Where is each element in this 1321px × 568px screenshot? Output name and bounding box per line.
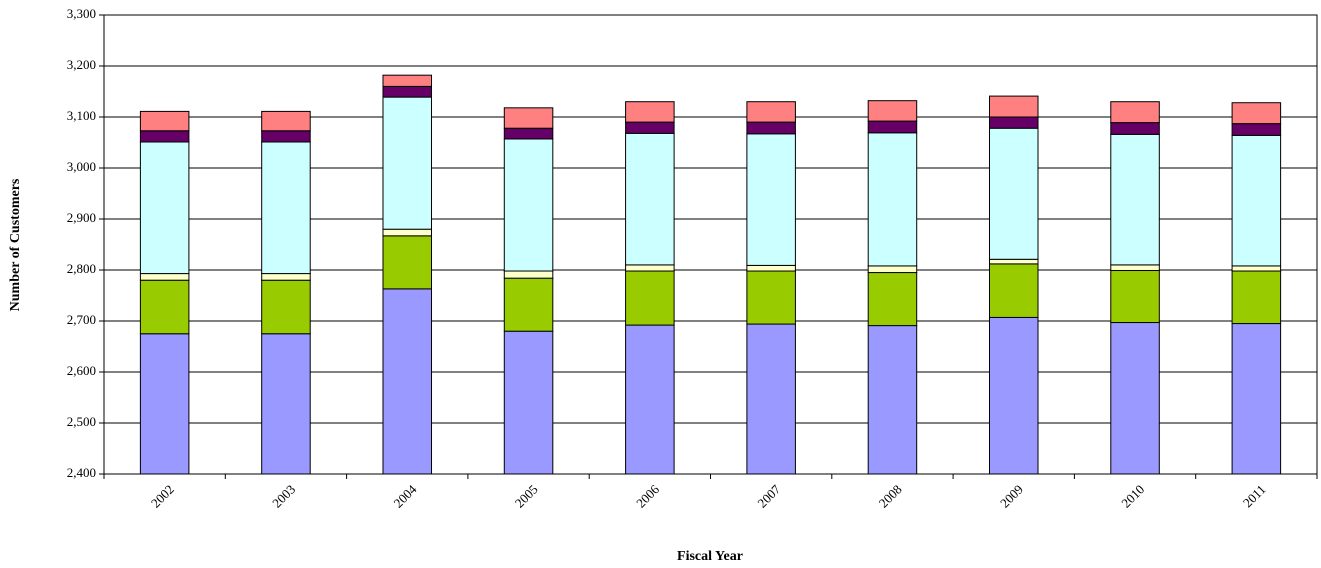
bar-segment	[625, 264, 675, 272]
bar-segment	[625, 270, 675, 326]
y-tick-label: 3,100	[67, 108, 96, 123]
bar-segment	[867, 120, 918, 134]
bar-segment	[382, 228, 433, 237]
bar-segment	[503, 127, 554, 140]
bar-segment	[988, 127, 1039, 260]
x-tick-label: 2006	[633, 481, 662, 510]
bar-segment	[867, 100, 918, 122]
bar-segment	[867, 325, 918, 475]
y-tick-label: 2,800	[67, 261, 96, 276]
y-tick-label: 2,400	[67, 465, 96, 480]
bar-segment	[746, 121, 796, 135]
bar-segment	[625, 132, 675, 266]
x-axis-title: Fiscal Year	[677, 549, 743, 564]
y-tick-label: 3,300	[67, 6, 96, 21]
bar-segment	[261, 273, 311, 281]
bar-segment	[261, 333, 311, 475]
bar-segment	[139, 279, 190, 335]
bar-segment	[139, 141, 190, 275]
y-tick-label: 3,200	[67, 57, 96, 72]
bar-segment	[1110, 133, 1160, 266]
bar-segment	[746, 133, 796, 266]
bar-segment	[625, 324, 675, 475]
bar-segment	[503, 277, 554, 332]
bar-segment	[988, 263, 1039, 318]
bar-segment	[746, 270, 796, 325]
bar-segment	[1231, 134, 1282, 267]
bar-segment	[746, 323, 796, 475]
bar-segment	[988, 316, 1039, 475]
bar-segment	[139, 273, 190, 281]
bar-segment	[382, 74, 433, 87]
x-tick-label: 2004	[390, 481, 419, 510]
x-tick-label: 2008	[876, 482, 905, 511]
bar-segment	[139, 130, 190, 143]
y-tick-label: 3,000	[67, 159, 96, 174]
x-tick-label: 2003	[269, 482, 298, 511]
y-tick-label: 2,700	[67, 312, 96, 327]
bar-segment	[139, 110, 190, 132]
bar-segment	[1231, 265, 1282, 272]
bar-segment	[988, 258, 1039, 265]
bar-segment	[1231, 102, 1282, 125]
bar-segment	[867, 132, 918, 267]
bar-segment	[625, 101, 675, 123]
bar-segment	[1231, 123, 1282, 136]
x-tick-label: 2011	[1240, 482, 1269, 511]
x-tick-label: 2010	[1118, 482, 1147, 511]
bar-segment	[746, 101, 796, 123]
y-axis-title: Number of Customers	[8, 178, 23, 311]
bar-segment	[867, 265, 918, 274]
bar-segment	[382, 288, 433, 475]
bar-segment	[382, 235, 433, 290]
bar-segment	[1110, 122, 1160, 135]
y-tick-label: 2,600	[67, 363, 96, 378]
bar-segment	[1231, 270, 1282, 325]
y-tick-label: 2,500	[67, 414, 96, 429]
bar-segment	[988, 116, 1039, 129]
x-tick-label: 2009	[997, 482, 1026, 511]
x-tick-label: 2002	[148, 482, 177, 511]
bar-segment	[1110, 270, 1160, 324]
bar-segment	[261, 130, 311, 143]
bar-segment	[746, 264, 796, 272]
bar-segment	[503, 330, 554, 475]
x-tick-label: 2005	[512, 482, 541, 511]
bar-segment	[139, 333, 190, 475]
bar-segment	[503, 138, 554, 272]
bar-segment	[503, 107, 554, 129]
bar-segment	[867, 272, 918, 327]
bar-segment	[1231, 323, 1282, 475]
bar-segment	[988, 95, 1039, 118]
bar-segment	[382, 96, 433, 230]
bar-segment	[382, 85, 433, 98]
bar-segment	[625, 121, 675, 134]
bar-segment	[1110, 264, 1160, 272]
bar-segment	[261, 141, 311, 275]
bar-segment	[261, 110, 311, 132]
x-tick-label: 2007	[754, 481, 783, 510]
y-tick-label: 2,900	[67, 210, 96, 225]
bar-segment	[1110, 322, 1160, 475]
bar-segment	[503, 270, 554, 279]
bar-segment	[261, 279, 311, 335]
bar-segment	[1110, 101, 1160, 124]
